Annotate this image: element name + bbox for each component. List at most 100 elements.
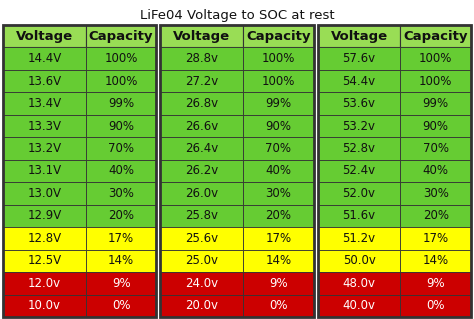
Text: 25.0v: 25.0v: [185, 254, 218, 267]
Text: 100%: 100%: [419, 52, 452, 65]
Bar: [3, 25, 156, 317]
Text: 51.6v: 51.6v: [343, 209, 375, 222]
Text: 40.0v: 40.0v: [343, 299, 375, 312]
Text: 51.2v: 51.2v: [343, 232, 375, 245]
Bar: [86, 48, 156, 70]
Bar: [243, 160, 314, 182]
Text: 12.0v: 12.0v: [28, 277, 61, 290]
Bar: [160, 249, 243, 272]
Text: 9%: 9%: [112, 277, 130, 290]
Bar: [86, 115, 156, 137]
Bar: [243, 25, 314, 48]
Bar: [401, 115, 471, 137]
Text: 17%: 17%: [423, 232, 449, 245]
Bar: [401, 160, 471, 182]
Bar: [401, 25, 471, 48]
Bar: [160, 93, 243, 115]
Text: Voltage: Voltage: [173, 30, 230, 43]
Text: 57.6v: 57.6v: [343, 52, 375, 65]
Bar: [160, 25, 243, 48]
Bar: [3, 25, 86, 48]
Bar: [86, 137, 156, 160]
Bar: [160, 294, 243, 317]
Text: 14.4V: 14.4V: [27, 52, 62, 65]
Bar: [86, 294, 156, 317]
Bar: [86, 93, 156, 115]
Text: 20%: 20%: [423, 209, 449, 222]
Bar: [160, 205, 243, 227]
Text: 0%: 0%: [269, 299, 288, 312]
Text: 52.8v: 52.8v: [343, 142, 375, 155]
Text: 12.5V: 12.5V: [27, 254, 62, 267]
Bar: [401, 70, 471, 93]
Text: Voltage: Voltage: [330, 30, 388, 43]
Bar: [401, 182, 471, 205]
Text: 13.0V: 13.0V: [27, 187, 62, 200]
Bar: [3, 115, 86, 137]
Bar: [243, 70, 314, 93]
Text: 90%: 90%: [423, 120, 449, 133]
Text: Capacity: Capacity: [403, 30, 468, 43]
Text: 9%: 9%: [269, 277, 288, 290]
Text: Capacity: Capacity: [89, 30, 153, 43]
Bar: [318, 115, 401, 137]
Bar: [243, 249, 314, 272]
Bar: [3, 294, 86, 317]
Text: 54.4v: 54.4v: [343, 75, 375, 88]
Bar: [318, 25, 401, 48]
Bar: [86, 160, 156, 182]
Text: 70%: 70%: [423, 142, 449, 155]
Bar: [243, 115, 314, 137]
Bar: [318, 48, 401, 70]
Bar: [160, 137, 243, 160]
Bar: [3, 48, 86, 70]
Text: 12.8V: 12.8V: [27, 232, 62, 245]
Text: 90%: 90%: [108, 120, 134, 133]
Text: 10.0v: 10.0v: [28, 299, 61, 312]
Bar: [401, 48, 471, 70]
Text: 14%: 14%: [423, 254, 449, 267]
Text: 53.6v: 53.6v: [343, 97, 375, 110]
Text: 13.3V: 13.3V: [27, 120, 62, 133]
Text: 99%: 99%: [423, 97, 449, 110]
Bar: [401, 205, 471, 227]
Bar: [243, 272, 314, 294]
Text: 26.2v: 26.2v: [185, 165, 219, 177]
Bar: [318, 25, 471, 317]
Text: 50.0v: 50.0v: [343, 254, 375, 267]
Bar: [401, 294, 471, 317]
Text: 100%: 100%: [104, 75, 138, 88]
Bar: [3, 182, 86, 205]
Text: 17%: 17%: [108, 232, 134, 245]
Text: 20.0v: 20.0v: [185, 299, 218, 312]
Bar: [318, 182, 401, 205]
Bar: [160, 115, 243, 137]
Text: 27.2v: 27.2v: [185, 75, 219, 88]
Bar: [3, 227, 86, 249]
Bar: [3, 93, 86, 115]
Bar: [243, 205, 314, 227]
Bar: [86, 227, 156, 249]
Text: 0%: 0%: [427, 299, 445, 312]
Bar: [86, 249, 156, 272]
Text: 99%: 99%: [108, 97, 134, 110]
Bar: [3, 137, 86, 160]
Text: 14%: 14%: [265, 254, 292, 267]
Text: 26.6v: 26.6v: [185, 120, 219, 133]
Bar: [243, 227, 314, 249]
Text: 40%: 40%: [265, 165, 292, 177]
Text: 13.4V: 13.4V: [27, 97, 62, 110]
Bar: [318, 227, 401, 249]
Text: 30%: 30%: [423, 187, 449, 200]
Bar: [243, 137, 314, 160]
Text: 17%: 17%: [265, 232, 292, 245]
Bar: [318, 272, 401, 294]
Text: LiFe04 Voltage to SOC at rest: LiFe04 Voltage to SOC at rest: [140, 9, 334, 22]
Text: 40%: 40%: [108, 165, 134, 177]
Bar: [160, 272, 243, 294]
Bar: [160, 182, 243, 205]
Text: 12.9V: 12.9V: [27, 209, 62, 222]
Bar: [318, 137, 401, 160]
Bar: [401, 272, 471, 294]
Bar: [86, 70, 156, 93]
